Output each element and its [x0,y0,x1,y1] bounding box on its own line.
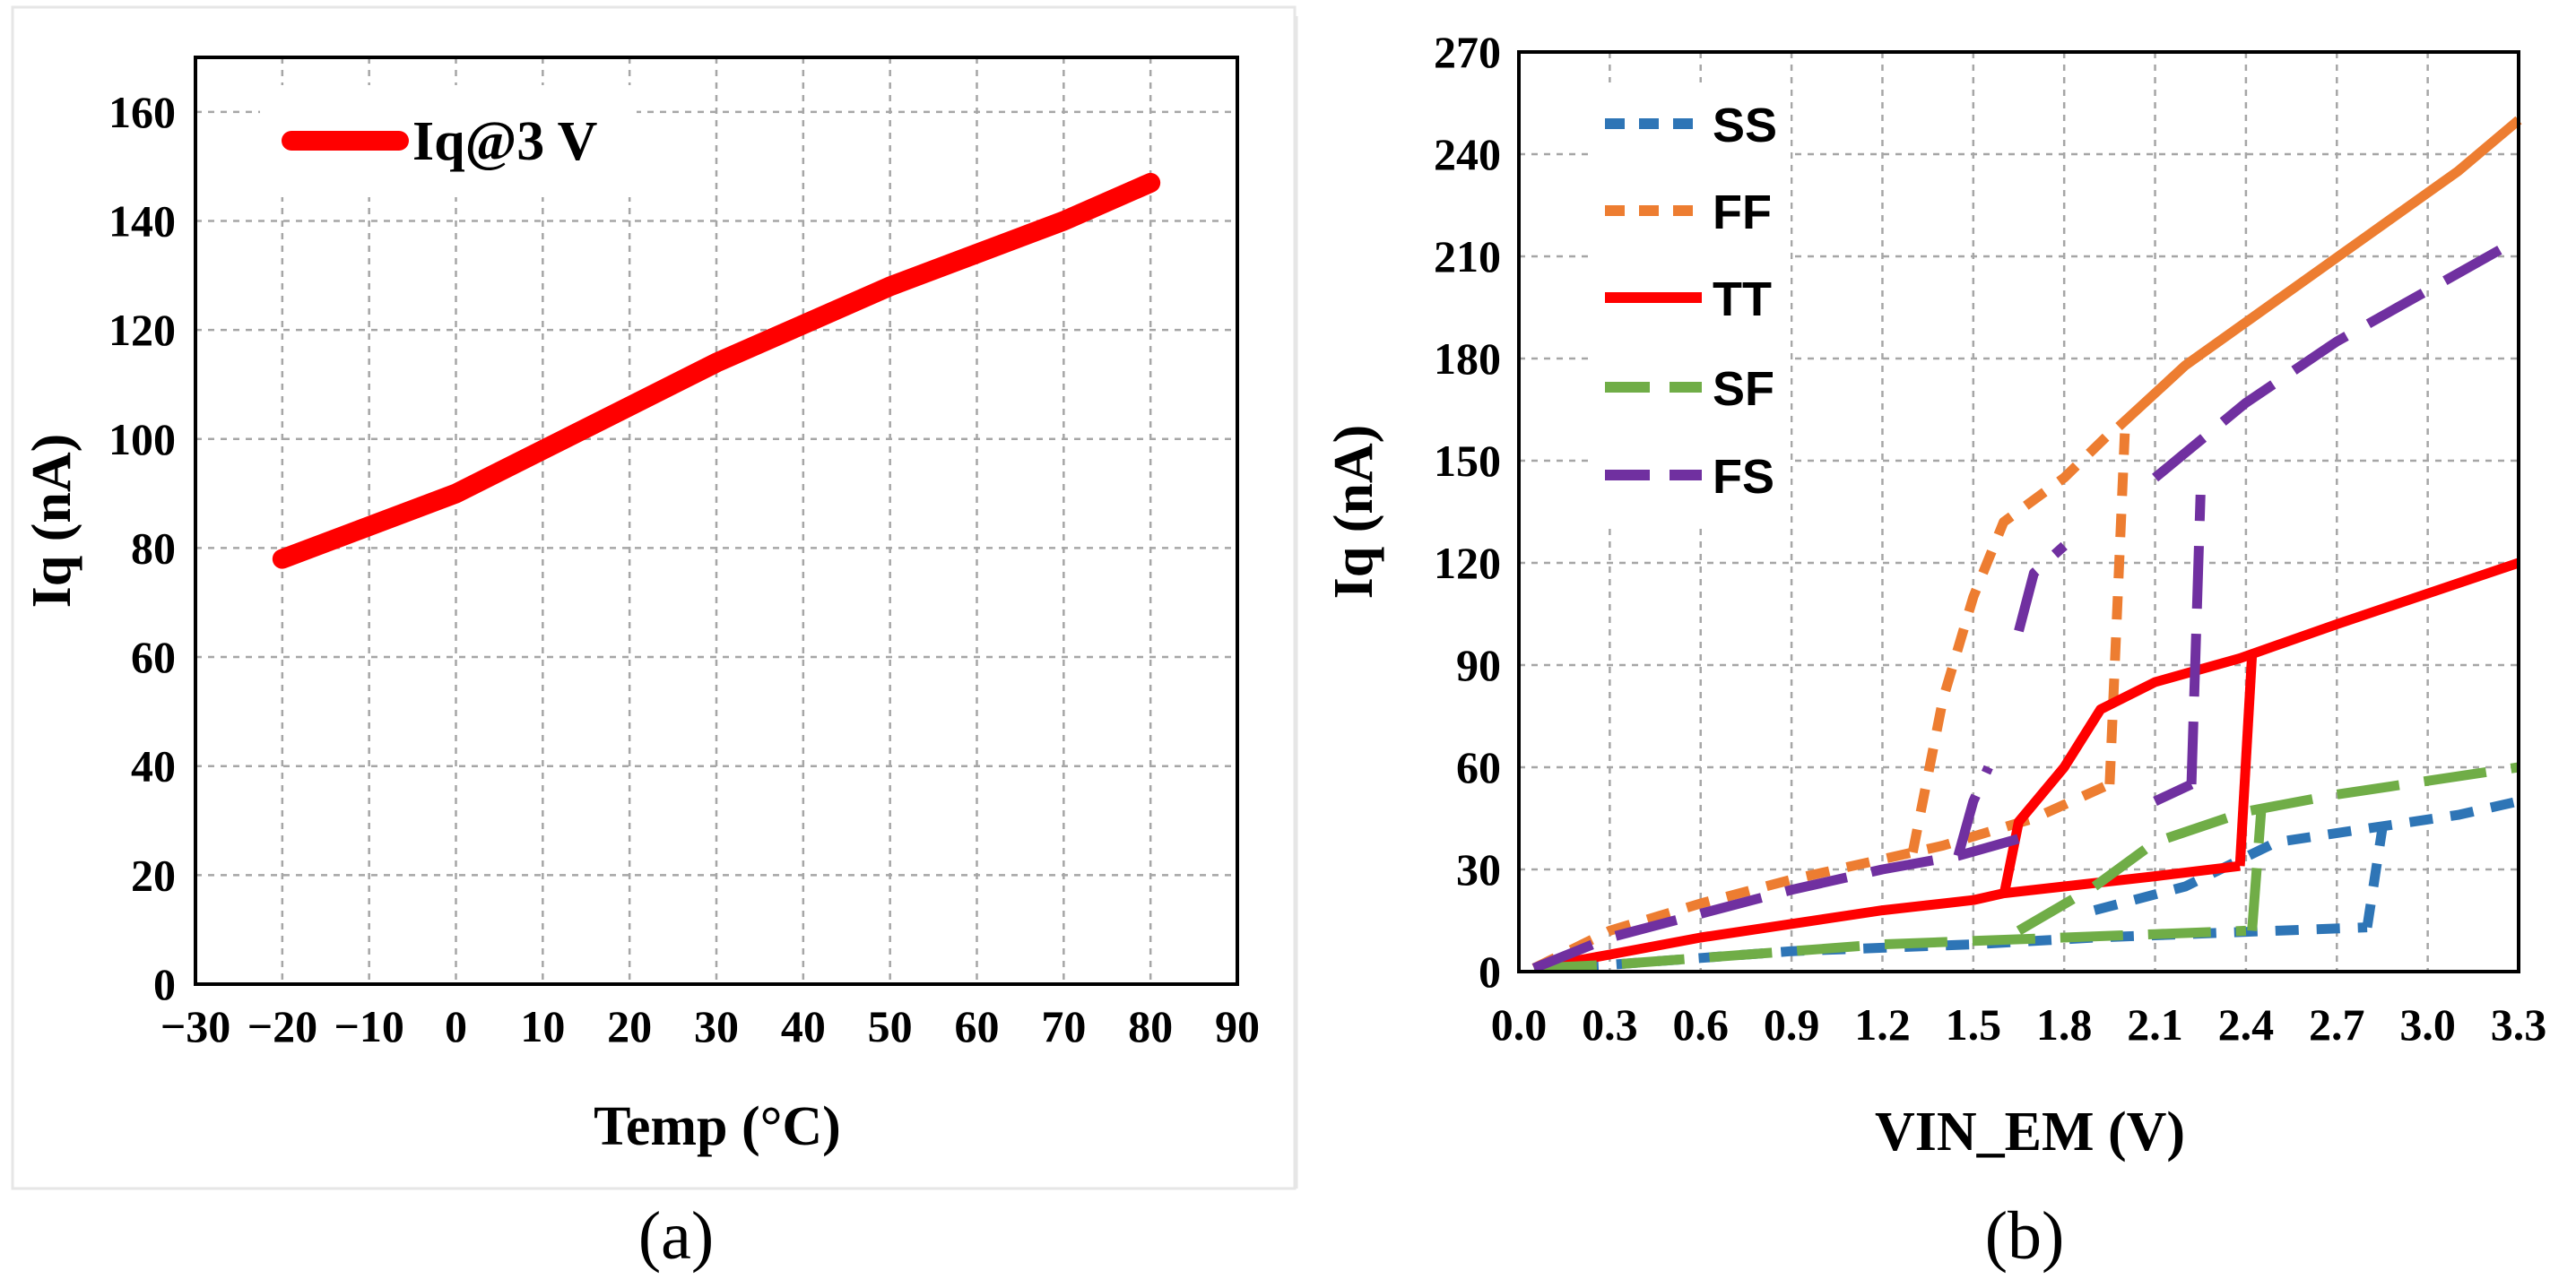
panel-a-xtick-label: −20 [247,1001,318,1051]
panel-a-ytick-label: 80 [131,523,176,573]
panel-a-xtick-label: −30 [160,1001,231,1051]
legend-b-label-ff: FF [1713,186,1772,239]
series-line-tt-seg1 [1999,558,2520,898]
panel-b-ytick-label: 0 [1479,947,1501,997]
panel-b-xtick-label: 0.9 [1764,999,1820,1050]
series-line-fs-seg5 [2152,235,2521,482]
panel-a-xtick-label: 30 [694,1001,739,1051]
panel-b-xtick-label: 0.6 [1672,999,1729,1050]
panel-a-ytick-label: 160 [108,87,176,137]
legend-b-label-sf: SF [1713,362,1774,416]
series-line-fs-seg3 [2153,780,2194,806]
panel-b-xtick-label: 1.8 [2036,999,2093,1050]
series-line-sf-seg0 [1533,925,2247,973]
panel-b-ytick-label: 270 [1434,27,1501,77]
panel-b-lines [1531,116,2522,973]
panel-a-xtick-label: 50 [868,1001,913,1051]
panel-b-caption: (b) [1985,1198,2065,1274]
panel-a-ytick-label: 140 [108,195,176,246]
panel-b-ytick-label: 180 [1434,333,1501,384]
panel-a-frame [11,5,1297,1190]
series-line-ff-upper-seg0 [2115,116,2522,431]
panel-b-legend: SS FF TT SF FS [1592,82,1791,526]
panel-b-ylabel: Iq (nA) [1323,425,1384,600]
panel-a-ytick-label: 20 [131,850,176,900]
panel-b-xtick-label: 3.0 [2399,999,2456,1050]
panel-b-chart: 0.0 0.3 0.6 0.9 1.2 1.5 1.8 2.1 2.4 2.7 3.0 3.3 0 30 6… [1323,27,2546,1274]
panel-a-xtick-label: 20 [607,1001,652,1051]
series-line-ff-seg1 [1907,429,2113,854]
legend-b-label-fs: FS [1713,450,1774,504]
panel-a-xlabel: Temp (°C) [594,1096,841,1157]
panel-b-xtick-label: 0.3 [1582,999,1638,1050]
panel-b-ytick-label: 210 [1434,231,1501,281]
panel-b-xtick-label: 1.5 [1946,999,2002,1050]
panel-b-ytick-label: 240 [1434,129,1501,179]
panel-a-ytick-label: 0 [153,959,176,1009]
series-line-fs-seg2 [2014,541,2068,633]
panel-a-xtick-label: 10 [520,1001,565,1051]
panel-b-ytick-label: 30 [1456,844,1501,895]
series-line-ss-seg2 [2362,827,2388,929]
series-line-fs-seg4 [2186,494,2206,785]
legend-a-label-iq: Iq@3 V [412,111,598,172]
series-line-sf-seg1 [2016,762,2520,936]
panel-a-ytick-label: 120 [108,305,176,355]
panel-a-xtick-label: 80 [1128,1001,1173,1051]
panel-a-ytick-label: 100 [108,414,176,464]
series-line-tt-seg0 [1532,860,2241,973]
panel-b-xtick-label: 0.0 [1491,999,1548,1050]
panel-a-xtick-label: 40 [781,1001,826,1051]
series-line-sf-seg2 [2247,810,2267,931]
panel-a-ylabel: Iq (nA) [22,434,82,609]
panel-b-ticks: 0.0 0.3 0.6 0.9 1.2 1.5 1.8 2.1 2.4 2.7 3.0 3.3 0 30 6… [1434,27,2546,1050]
panel-b-xtick-label: 2.7 [2309,999,2365,1050]
panel-b-ytick-label: 90 [1456,640,1501,690]
legend-b-label-ss: SS [1713,99,1777,152]
panel-b-xtick-label: 1.2 [1854,999,1911,1050]
panel-a-ytick-label: 60 [131,632,176,682]
legend-b-label-tt: TT [1713,272,1772,326]
panel-a-ticks: −30 −20 −10 0 10 20 30 40 50 60 70 80 90 0 20 40 60 80 100… [108,87,1260,1051]
series-line-iq-3v [272,172,1161,569]
panel-a-xtick-label: 0 [445,1001,467,1051]
legend-b-background [1592,82,1791,526]
panel-a-lines [272,172,1161,569]
panel-b-plot-border [1517,50,2520,973]
panel-a-xtick-label: 90 [1215,1001,1260,1051]
panel-b-xtick-label: 2.1 [2127,999,2183,1050]
panel-a-plot-border [194,56,1239,986]
panel-a-caption: (a) [638,1198,714,1274]
series-line-fs-seg1 [1953,765,1993,858]
panel-a-xtick-label: 60 [955,1001,1000,1051]
panel-b-ytick-label: 120 [1434,538,1501,588]
panel-a-legend: Iq@3 V [260,85,637,197]
panel-a-xtick-label: −10 [334,1001,404,1051]
panel-b-ytick-label: 60 [1456,742,1501,792]
panel-a-ytick-label: 40 [131,741,176,791]
panel-b-xtick-label: 2.4 [2218,999,2275,1050]
panel-b-xtick-label: 3.3 [2491,999,2547,1050]
panel-b-xlabel: VIN_EM (V) [1875,1102,2185,1163]
series-line-tt-seg2 [2234,654,2258,867]
panel-a-chart: −30 −20 −10 0 10 20 30 40 50 60 70 80 90 0 20 40 60 80 100… [22,56,1260,1274]
series-line-ss-seg1 [2093,796,2520,915]
series-line-ff-seg2 [2104,433,2130,785]
panel-a-xtick-label: 70 [1041,1001,1086,1051]
panel-b-ytick-label: 150 [1434,436,1501,486]
